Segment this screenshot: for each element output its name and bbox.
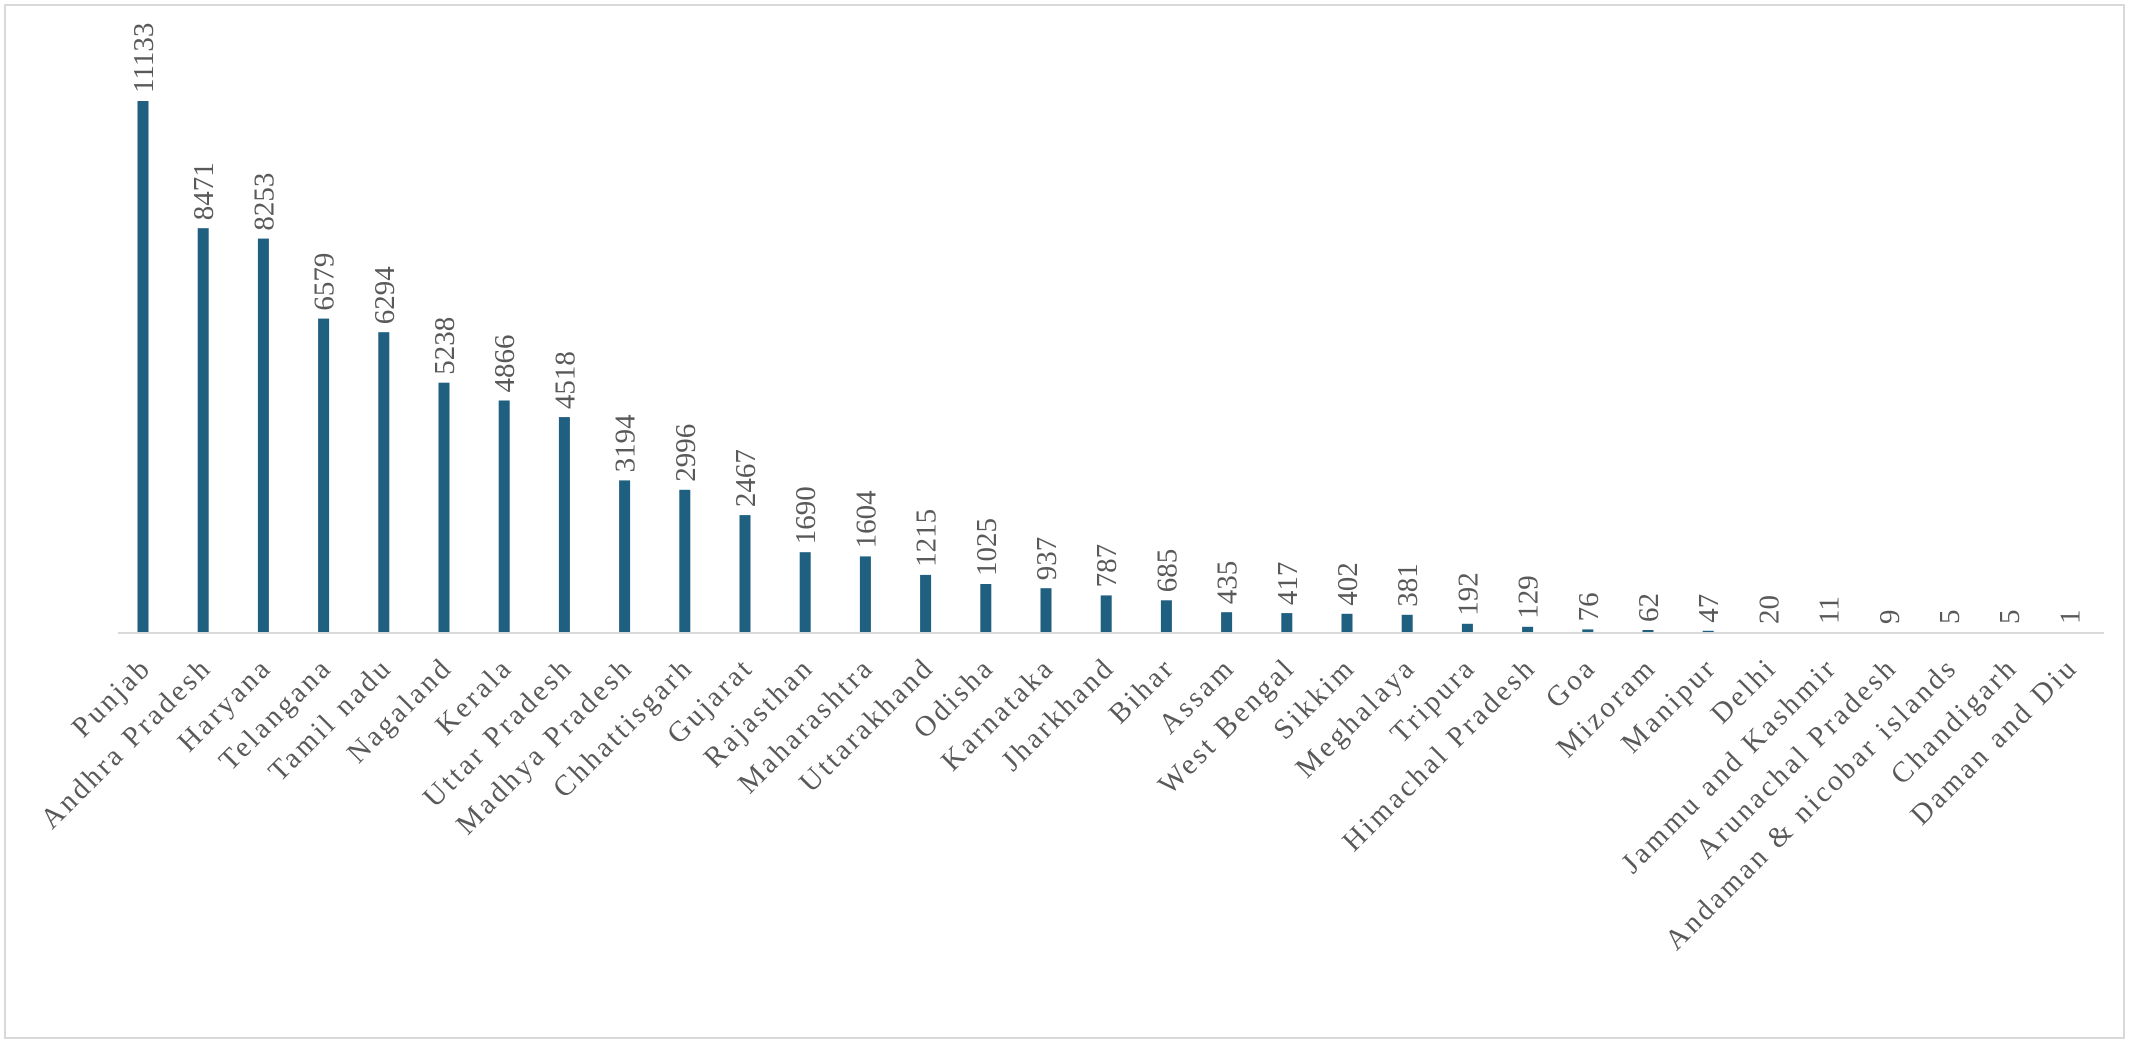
bar-chart: 11133 8471 8253 6579 6294 5238 4866 4518 3194 299… bbox=[34, 23, 2104, 956]
value-label-meghalaya: 381 bbox=[1392, 563, 1424, 607]
bar-bihar bbox=[1160, 600, 1172, 633]
bar-haryana bbox=[257, 238, 269, 633]
bar-chhattisgarh bbox=[679, 489, 691, 633]
value-label-jammu-and-kashmir: 11 bbox=[1814, 596, 1846, 624]
value-label-odisha: 1025 bbox=[971, 518, 1003, 576]
bar-maharashtra bbox=[859, 556, 871, 633]
bar-uttar-pradesh bbox=[558, 417, 570, 633]
value-label-nagaland: 5238 bbox=[429, 317, 461, 375]
bar-andhra-pradesh bbox=[197, 228, 209, 633]
value-label-uttarakhand: 1215 bbox=[911, 509, 943, 567]
bar-gujarat bbox=[739, 515, 751, 633]
value-label-himachal-pradesh: 129 bbox=[1513, 575, 1545, 619]
bar-west-bengal bbox=[1281, 613, 1293, 633]
chart-frame: 11133 8471 8253 6579 6294 5238 4866 4518 3194 299… bbox=[4, 4, 2125, 1039]
bar-assam bbox=[1221, 612, 1233, 633]
value-label-sikkim: 402 bbox=[1332, 562, 1364, 606]
value-label-gujarat: 2467 bbox=[730, 449, 762, 507]
value-label-rajasthan: 1690 bbox=[790, 486, 822, 544]
bar-jharkhand bbox=[1100, 595, 1112, 633]
value-label-haryana: 8253 bbox=[248, 173, 280, 231]
value-label-west-bengal: 417 bbox=[1272, 562, 1304, 606]
bar-sikkim bbox=[1341, 613, 1353, 633]
bar-himachal-pradesh bbox=[1522, 626, 1534, 633]
value-label-arunachal-pradesh: 9 bbox=[1874, 610, 1906, 625]
value-label-madhya-pradesh: 3194 bbox=[610, 414, 642, 473]
bars-layer bbox=[137, 101, 2075, 633]
value-label-karnataka: 937 bbox=[1031, 537, 1063, 581]
bar-nagaland bbox=[438, 382, 450, 633]
bar-mizoram bbox=[1642, 630, 1654, 633]
value-label-punjab: 11133 bbox=[128, 23, 160, 93]
value-label-mizoram: 62 bbox=[1633, 593, 1665, 622]
value-labels-layer: 11133 8471 8253 6579 6294 5238 4866 4518 3194 299… bbox=[128, 23, 2086, 624]
value-label-bihar: 685 bbox=[1151, 549, 1183, 593]
value-label-goa: 76 bbox=[1573, 592, 1605, 621]
value-label-tripura: 192 bbox=[1452, 572, 1484, 616]
bar-telangana bbox=[318, 318, 330, 633]
bar-goa bbox=[1582, 629, 1594, 633]
bar-punjab bbox=[137, 101, 149, 633]
bar-odisha bbox=[980, 584, 992, 633]
value-label-andhra-pradesh: 8471 bbox=[188, 162, 220, 220]
bar-karnataka bbox=[1040, 588, 1052, 633]
value-label-assam: 435 bbox=[1212, 561, 1244, 605]
bar-madhya-pradesh bbox=[619, 480, 631, 633]
value-label-chhattisgarh: 2996 bbox=[670, 424, 702, 482]
value-label-tamil-nadu: 6294 bbox=[369, 266, 401, 325]
value-label-jharkhand: 787 bbox=[1091, 544, 1123, 588]
bar-meghalaya bbox=[1401, 614, 1413, 633]
value-label-uttar-pradesh: 4518 bbox=[549, 351, 581, 409]
value-label-andaman-nicobar-islands: 5 bbox=[1934, 610, 1966, 625]
bar-uttarakhand bbox=[920, 574, 932, 633]
bar-tripura bbox=[1461, 623, 1473, 633]
value-label-chandigarh: 5 bbox=[1994, 610, 2026, 625]
value-label-manipur: 47 bbox=[1693, 594, 1725, 623]
bar-kerala bbox=[498, 400, 510, 633]
value-label-telangana: 6579 bbox=[309, 253, 341, 311]
bar-rajasthan bbox=[799, 552, 811, 633]
value-label-maharashtra: 1604 bbox=[850, 490, 882, 549]
value-label-daman-and-diu: 1 bbox=[2054, 610, 2086, 625]
bar-tamil-nadu bbox=[378, 332, 390, 633]
value-label-kerala: 4866 bbox=[489, 335, 521, 393]
value-label-delhi: 20 bbox=[1753, 595, 1785, 624]
bar-manipur bbox=[1702, 630, 1714, 633]
